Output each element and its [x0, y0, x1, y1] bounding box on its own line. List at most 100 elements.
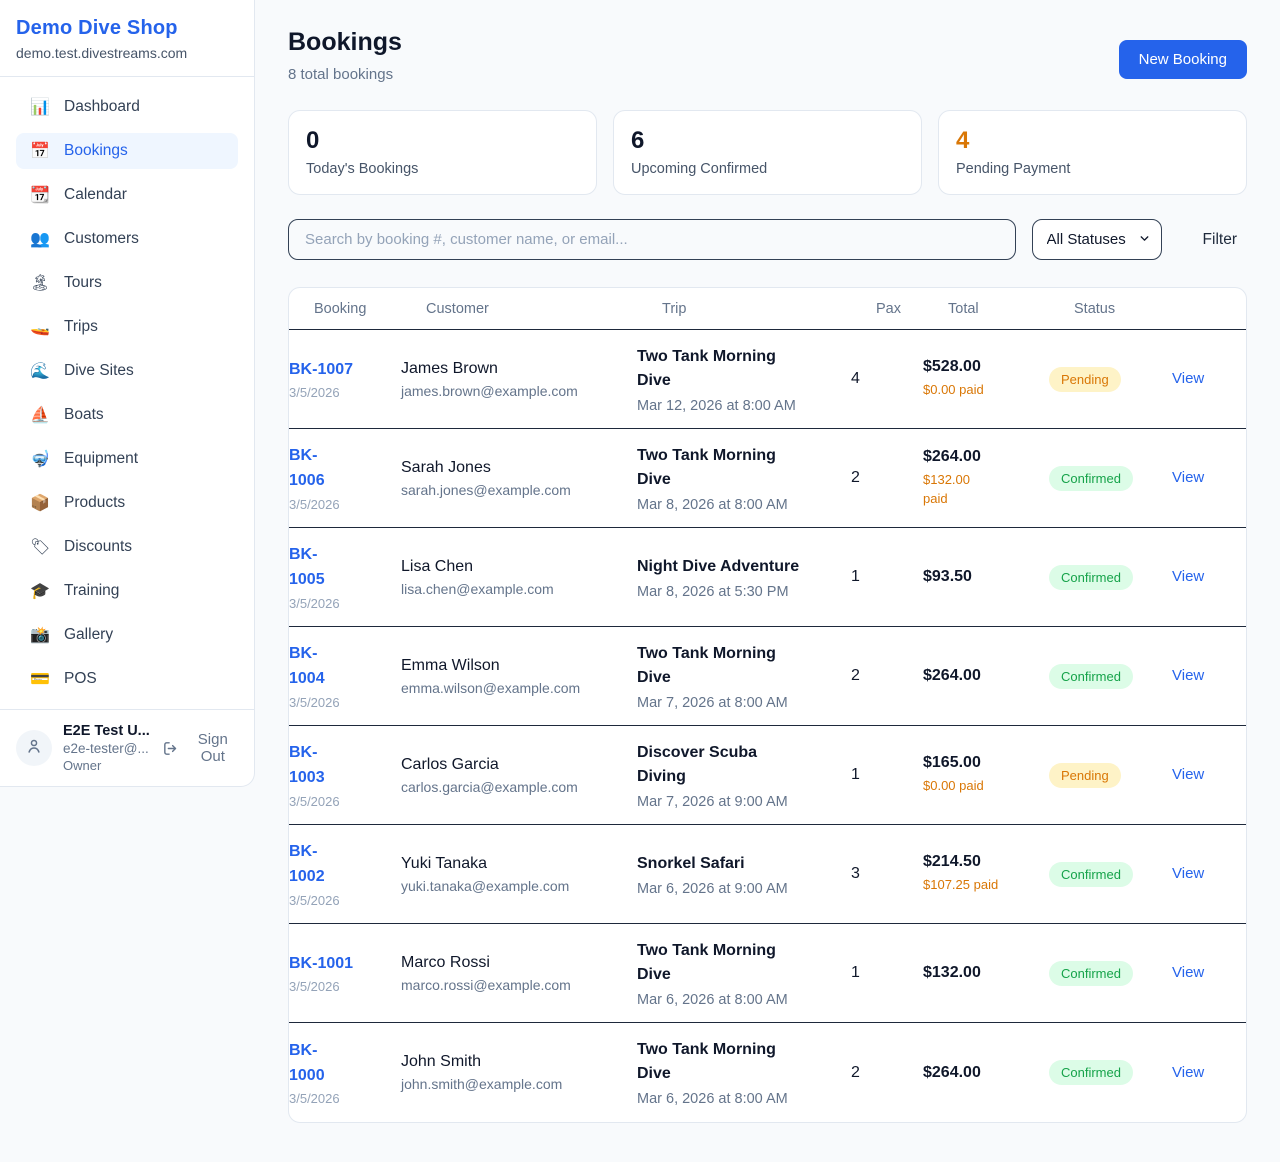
booking-date: 3/5/2026	[289, 793, 340, 809]
person-icon	[25, 737, 43, 760]
trip-datetime: Mar 6, 2026 at 8:00 AM	[637, 991, 788, 1008]
search-input[interactable]	[288, 219, 1016, 260]
booking-cell: BK-1007 3/5/2026	[289, 358, 401, 401]
actions-cell: View	[1172, 865, 1246, 883]
sidebar-item-customers[interactable]: 👥 Customers	[16, 221, 238, 257]
sidebar-item-calendar[interactable]: 📆 Calendar	[16, 177, 238, 213]
sidebar-item-boats[interactable]: ⛵ Boats	[16, 397, 238, 433]
view-link[interactable]: View	[1172, 1063, 1205, 1081]
sidebar-item-trips[interactable]: 🚤 Trips	[16, 309, 238, 345]
sidebar-item-bookings[interactable]: 📅 Bookings	[16, 133, 238, 169]
total-amount: $132.00	[923, 964, 981, 981]
table-body: BK-1007 3/5/2026 James Brown james.brown…	[289, 330, 1246, 1122]
total-amount: $264.00	[923, 1063, 981, 1081]
bar-chart-icon: 📊	[30, 99, 50, 116]
sidebar-item-label: Dive Sites	[64, 362, 134, 379]
total-cell: $264.00 $132.00 paid	[923, 448, 1049, 509]
trip-name: Snorkel Safari	[637, 854, 745, 872]
status-cell: Confirmed	[1049, 663, 1172, 689]
page-subtitle: 8 total bookings	[288, 66, 394, 83]
view-link[interactable]: View	[1172, 568, 1205, 585]
sidebar-item-discounts[interactable]: 🏷 Discounts	[16, 529, 238, 565]
customer-cell: Marco Rossi marco.rossi@example.com	[401, 954, 637, 993]
sidebar-item-gallery[interactable]: 📸 Gallery	[16, 617, 238, 653]
total-amount: $93.50	[923, 568, 972, 585]
table-row: BK- 1000 3/5/2026 John Smith john.smith@…	[289, 1023, 1246, 1122]
pax-value: 1	[851, 568, 860, 585]
sailboat-icon: ⛵	[30, 407, 50, 424]
page-header-text: Bookings 8 total bookings	[288, 28, 402, 83]
customer-name: Yuki Tanaka	[401, 854, 487, 872]
booking-id-link[interactable]: BK- 1005	[289, 546, 325, 588]
sidebar-item-pos[interactable]: 💳 POS	[16, 661, 238, 697]
customer-email: emma.wilson@example.com	[401, 679, 581, 696]
booking-id-link[interactable]: BK- 1006	[289, 447, 325, 489]
status-badge: Confirmed	[1049, 960, 1133, 986]
pax-value: 1	[851, 964, 860, 981]
booking-id-link[interactable]: BK- 1002	[289, 843, 325, 885]
sidebar-item-label: Dashboard	[64, 98, 140, 115]
sidebar-item-products[interactable]: 📦 Products	[16, 485, 238, 521]
booking-id-link[interactable]: BK-1001	[289, 954, 354, 972]
customer-name: Carlos Garcia	[401, 755, 499, 773]
status-cell: Pending	[1049, 366, 1172, 392]
graduation-cap-icon: 🎓	[30, 583, 50, 600]
trip-datetime: Mar 8, 2026 at 5:30 PM	[637, 583, 789, 600]
stat-card: 0 Today's Bookings	[288, 110, 597, 195]
view-link[interactable]: View	[1172, 865, 1205, 882]
view-link[interactable]: View	[1172, 667, 1205, 684]
trip-datetime: Mar 7, 2026 at 8:00 AM	[637, 694, 788, 711]
sidebar-item-dashboard[interactable]: 📊 Dashboard	[16, 89, 238, 125]
sidebar-item-label: Equipment	[64, 450, 139, 467]
view-link[interactable]: View	[1172, 964, 1205, 981]
sidebar-item-label: POS	[64, 670, 97, 687]
table-row: BK-1007 3/5/2026 James Brown james.brown…	[289, 330, 1246, 429]
booking-id-link[interactable]: BK- 1003	[289, 744, 325, 786]
status-select[interactable]: All Statuses	[1031, 219, 1162, 260]
sidebar-item-tours[interactable]: 🏝 Tours	[16, 265, 238, 301]
view-link[interactable]: View	[1172, 370, 1205, 387]
customer-cell: Sarah Jones sarah.jones@example.com	[401, 459, 637, 498]
sidebar-item-label: Discounts	[64, 538, 133, 555]
brand-name: Demo Dive Shop	[16, 17, 178, 39]
total-amount: $264.00	[923, 667, 981, 684]
stats-row: 0 Today's Bookings 6 Upcoming Confirmed …	[288, 110, 1247, 195]
calendar-date-icon: 📅	[30, 143, 50, 160]
actions-cell: View	[1172, 1064, 1246, 1082]
page-title: Bookings	[288, 28, 402, 56]
trip-cell: Two Tank Morning Dive Mar 8, 2026 at 8:0…	[637, 444, 851, 513]
view-link[interactable]: View	[1172, 766, 1205, 783]
sidebar-item-dive-sites[interactable]: 🌊 Dive Sites	[16, 353, 238, 389]
sidebar-item-label: Products	[64, 494, 126, 511]
sidebar: Demo Dive Shop demo.test.divestreams.com…	[0, 0, 255, 787]
actions-cell: View	[1172, 766, 1246, 784]
pax-value: 2	[851, 469, 860, 486]
user-name: E2E Test U...	[63, 723, 150, 739]
booking-id-link[interactable]: BK- 1004	[289, 645, 325, 687]
sidebar-item-training[interactable]: 🎓 Training	[16, 573, 238, 609]
status-badge: Confirmed	[1049, 1060, 1133, 1085]
filter-button[interactable]: Filter	[1193, 223, 1247, 257]
column-header-customer: Customer	[426, 300, 489, 317]
filters-row: All Statuses Filter	[288, 219, 1247, 260]
sidebar-item-equipment[interactable]: 🤿 Equipment	[16, 441, 238, 477]
customer-cell: James Brown james.brown@example.com	[401, 360, 637, 399]
view-link[interactable]: View	[1172, 469, 1205, 486]
trip-cell: Two Tank Morning Dive Mar 12, 2026 at 8:…	[637, 345, 851, 414]
table-row: BK-1001 3/5/2026 Marco Rossi marco.rossi…	[289, 924, 1246, 1023]
column-header-booking: Booking	[314, 300, 367, 317]
status-cell: Confirmed	[1049, 861, 1172, 887]
new-booking-button[interactable]: New Booking	[1118, 40, 1247, 79]
total-amount: $165.00	[923, 754, 981, 772]
people-icon: 👥	[30, 231, 50, 248]
customer-email: lisa.chen@example.com	[401, 580, 554, 597]
booking-date: 3/5/2026	[289, 385, 340, 401]
booking-id-link[interactable]: BK- 1000	[289, 1041, 325, 1084]
sign-out-button[interactable]: Sign Out	[162, 731, 240, 765]
avatar	[16, 730, 52, 766]
booking-id-link[interactable]: BK-1007	[289, 360, 354, 378]
package-icon: 📦	[30, 495, 50, 512]
trip-datetime: Mar 6, 2026 at 8:00 AM	[637, 1091, 788, 1107]
total-cell: $264.00	[923, 667, 1049, 685]
trip-cell: Two Tank Morning Dive Mar 6, 2026 at 8:0…	[637, 1038, 851, 1107]
